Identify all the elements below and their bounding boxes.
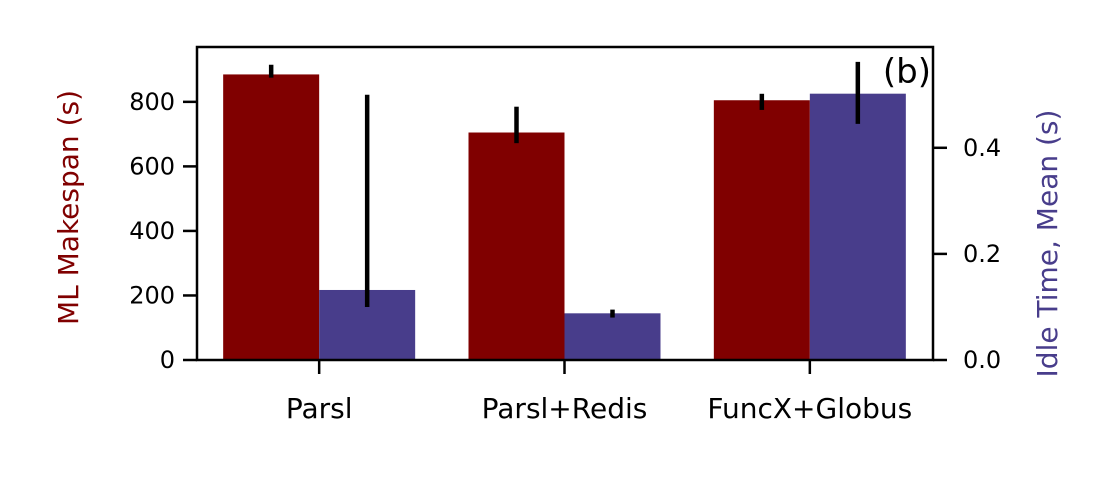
left-tick-label-1: 200 — [129, 281, 175, 309]
panel-label: (b) — [883, 52, 931, 92]
makespan-bar-1 — [468, 132, 565, 360]
right-tick-label-0: 0.0 — [963, 346, 1001, 374]
left-tick-label-3: 600 — [129, 152, 175, 180]
makespan-bar-2 — [713, 100, 810, 360]
left-axis-title: ML Makespan (s) — [52, 90, 85, 325]
left-tick-label-4: 800 — [129, 88, 175, 116]
idle-time-bar-1 — [564, 313, 661, 360]
idle-time-bar-2 — [809, 93, 906, 360]
right-axis-ticks: 0.0 0.2 0.4 — [933, 134, 1001, 374]
error-bars-layer — [268, 61, 861, 318]
makespan-bar-0 — [223, 74, 320, 361]
right-tick-label-1: 0.2 — [963, 240, 1001, 268]
left-tick-label-0: 0 — [160, 346, 175, 374]
right-tick-label-2: 0.4 — [963, 134, 1001, 162]
right-axis-title: Idle Time, Mean (s) — [1031, 110, 1064, 378]
left-tick-label-2: 400 — [129, 217, 175, 245]
x-axis-ticks: Parsl Parsl+Redis FuncX+Globus — [286, 360, 912, 425]
left-axis-ticks: 0 200 400 600 800 — [129, 88, 197, 374]
x-tick-label-1: Parsl+Redis — [482, 392, 648, 425]
bars-layer — [223, 74, 906, 361]
x-tick-label-2: FuncX+Globus — [707, 392, 912, 425]
x-tick-label-0: Parsl — [286, 392, 353, 425]
